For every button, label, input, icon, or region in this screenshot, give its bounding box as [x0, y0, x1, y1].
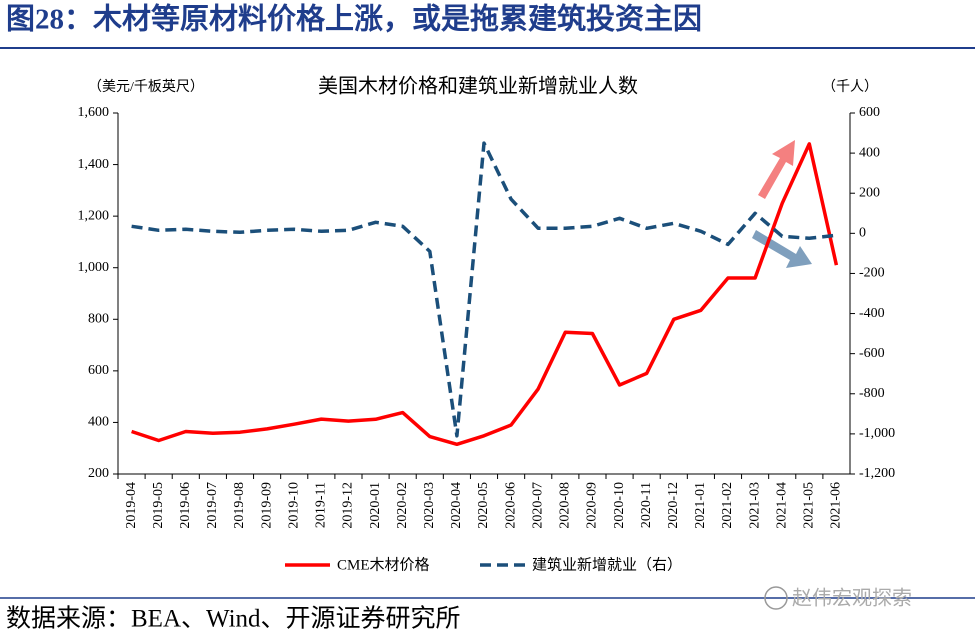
y2-tick-label: 200 — [859, 185, 880, 200]
y2-tick-label: 400 — [859, 145, 880, 160]
y2-axis-label: （千人） — [822, 79, 878, 95]
x-tick-label: 2020-08 — [558, 482, 573, 529]
x-tick-label: 2019-10 — [286, 482, 301, 529]
up-arrow — [758, 140, 795, 199]
x-tick-label: 2021-04 — [774, 482, 789, 529]
y-tick-label: 800 — [88, 312, 109, 327]
y-tick-label: 1,400 — [78, 157, 110, 172]
x-tick-label: 2020-01 — [368, 482, 383, 529]
legend-label: 建筑业新增就业（右） — [532, 556, 682, 573]
x-tick-label: 2021-06 — [829, 482, 844, 529]
y2-tick-label: 0 — [859, 226, 866, 241]
y-tick-label: 600 — [88, 363, 109, 378]
y-tick-label: 1,600 — [78, 105, 110, 120]
x-tick-label: 2020-09 — [585, 482, 600, 529]
watermark-icon — [764, 586, 788, 610]
x-tick-label: 2019-07 — [205, 482, 220, 529]
x-tick-label: 2019-08 — [232, 482, 247, 529]
y2-tick-label: -400 — [859, 306, 885, 321]
y-tick-label: 1,200 — [78, 208, 110, 223]
down-arrow — [752, 230, 812, 268]
x-tick-label: 2020-10 — [612, 482, 627, 529]
x-tick-label: 2020-12 — [666, 482, 681, 529]
legend-label: CME木材价格 — [337, 556, 430, 573]
x-tick-label: 2019-06 — [178, 482, 193, 529]
y2-tick-label: -1,200 — [859, 466, 895, 481]
series-line — [131, 141, 837, 438]
y2-tick-label: 600 — [859, 105, 880, 120]
x-tick-label: 2020-11 — [639, 482, 654, 528]
x-tick-label: 2019-09 — [259, 482, 274, 529]
x-tick-label: 2020-06 — [503, 482, 518, 529]
x-tick-label: 2020-02 — [395, 482, 410, 529]
y2-tick-label: -800 — [859, 386, 885, 401]
page-title: 图28：木材等原材料价格上涨，或是拖累建筑投资主因 — [6, 2, 702, 36]
x-tick-label: 2020-05 — [476, 482, 491, 529]
x-tick-label: 2021-02 — [720, 482, 735, 529]
y2-tick-label: -600 — [859, 346, 885, 361]
x-tick-label: 2021-01 — [693, 482, 708, 529]
source-note: 数据来源：BEA、Wind、开源证券研究所 — [6, 605, 461, 633]
x-tick-label: 2019-12 — [341, 482, 356, 529]
series-line — [131, 142, 839, 447]
x-tick-label: 2020-07 — [530, 482, 545, 529]
x-tick-label: 2019-05 — [151, 482, 166, 529]
watermark: 赵伟宏观探索 — [792, 586, 912, 610]
y2-tick-label: -200 — [859, 266, 885, 281]
x-tick-label: 2020-03 — [422, 482, 437, 529]
y-tick-label: 1,000 — [78, 260, 110, 275]
y2-tick-label: -1,000 — [859, 426, 895, 441]
chart-title: 美国木材价格和建筑业新增就业人数 — [318, 75, 638, 98]
x-tick-label: 2021-03 — [747, 482, 762, 529]
y-tick-label: 200 — [88, 466, 109, 481]
x-tick-label: 2019-04 — [124, 482, 139, 529]
x-tick-label: 2021-05 — [802, 482, 817, 529]
y-axis-label: （美元/千板英尺） — [88, 78, 204, 95]
x-tick-label: 2020-04 — [449, 482, 464, 529]
x-tick-label: 2019-11 — [314, 482, 329, 528]
y-tick-label: 400 — [88, 415, 109, 430]
